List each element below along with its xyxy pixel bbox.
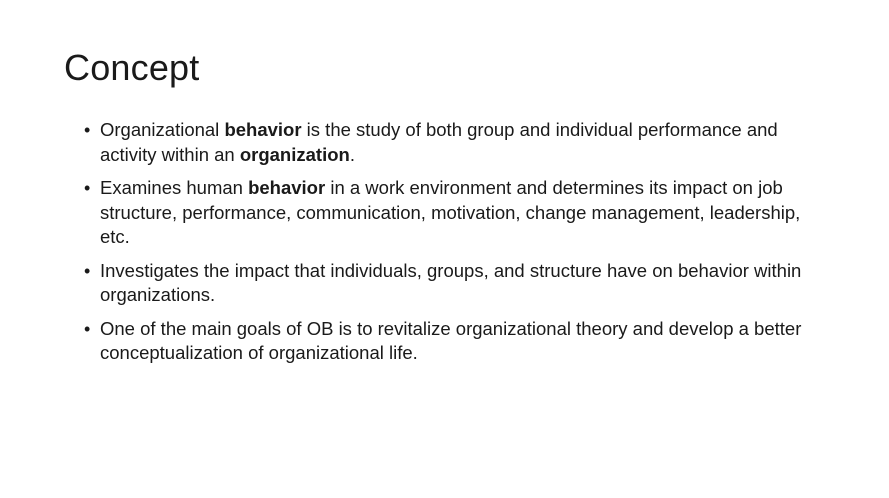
bullet-item: • One of the main goals of OB is to revi…: [84, 317, 824, 366]
bullet-dot-icon: •: [84, 178, 91, 198]
bullet-segment-bold: organization: [239, 143, 350, 165]
bullet-dot-icon: •: [84, 120, 91, 140]
bullet-item: • Organizational behavior is the study o…: [84, 118, 824, 167]
bullet-segment-bold: behavior: [248, 177, 326, 198]
bullet-text: One of the main goals of OB is to revita…: [100, 318, 801, 364]
bullet-segment: Examines human: [100, 177, 249, 198]
bullet-text: Organizational behavior is the study of …: [100, 119, 778, 165]
bullet-dot-icon: •: [84, 318, 91, 339]
bullet-segment: in a work environment and determines its…: [100, 177, 801, 247]
bullet-item: • Investigates the impact that individua…: [84, 259, 824, 308]
bullet-segment: .: [349, 143, 355, 165]
bullet-segment: is the study of both group and individua…: [100, 119, 778, 165]
bullet-list: • Organizational behavior is the study o…: [84, 118, 824, 375]
bullet-segment: One of the main goals of OB is to revita…: [100, 317, 802, 364]
bullet-item: • Examines human behavior in a work envi…: [84, 176, 824, 250]
slide-title: Concept: [64, 47, 200, 88]
bullet-dot-icon: •: [84, 260, 91, 281]
bullet-text: Investigates the impact that individuals…: [100, 260, 801, 306]
bullet-segment: Investigates the impact that individuals…: [100, 259, 802, 306]
bullet-text: Examines human behavior in a work enviro…: [100, 177, 800, 247]
bullet-segment-bold: behavior: [224, 119, 302, 140]
bullet-segment: Organizational: [100, 119, 225, 140]
